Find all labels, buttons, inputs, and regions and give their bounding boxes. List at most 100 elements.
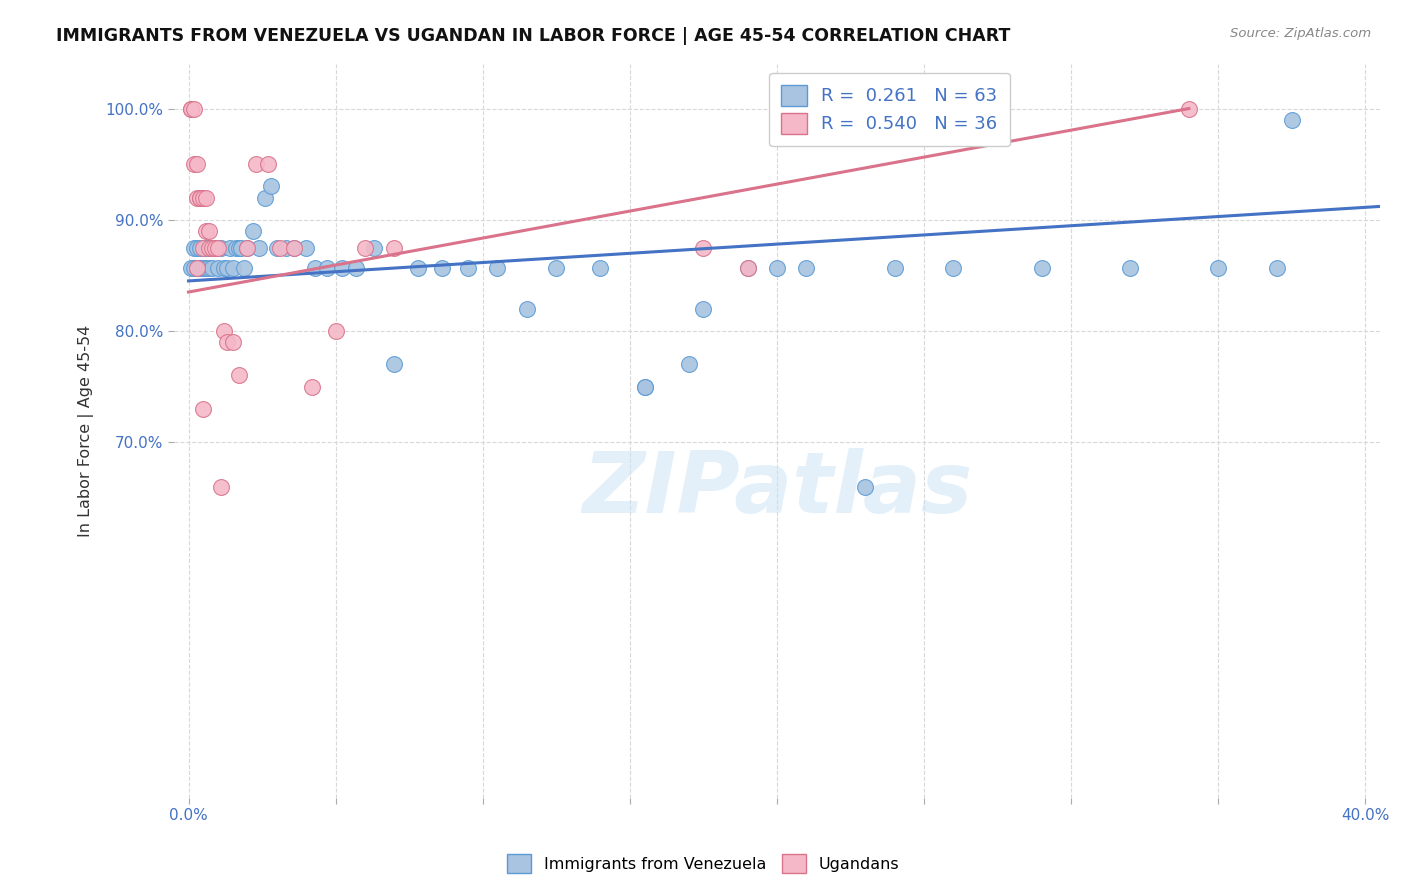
Point: [236, 241, 259, 255]
Point: [354, 241, 377, 255]
Point: [301, 379, 323, 393]
Point: [186, 241, 208, 255]
Point: [193, 241, 215, 255]
Point: [942, 260, 965, 275]
Point: [546, 260, 568, 275]
Point: [231, 241, 253, 255]
Legend: Immigrants from Venezuela, Ugandans: Immigrants from Venezuela, Ugandans: [501, 847, 905, 880]
Point: [188, 260, 211, 275]
Point: [201, 260, 224, 275]
Point: [274, 241, 297, 255]
Point: [304, 260, 326, 275]
Point: [218, 241, 240, 255]
Point: [193, 260, 215, 275]
Point: [180, 260, 202, 275]
Point: [183, 241, 205, 255]
Point: [295, 241, 318, 255]
Point: [253, 190, 276, 204]
Point: [198, 241, 221, 255]
Point: [344, 260, 367, 275]
Point: [260, 179, 283, 194]
Text: Source: ZipAtlas.com: Source: ZipAtlas.com: [1230, 27, 1371, 40]
Point: [633, 379, 655, 393]
Point: [266, 241, 288, 255]
Point: [1265, 260, 1288, 275]
Text: ZIPatlas: ZIPatlas: [582, 449, 972, 532]
Point: [186, 260, 208, 275]
Point: [180, 102, 202, 116]
Point: [201, 241, 224, 255]
Point: [193, 401, 215, 416]
Point: [215, 260, 238, 275]
Point: [209, 480, 232, 494]
Point: [242, 224, 264, 238]
Point: [363, 241, 385, 255]
Point: [186, 260, 208, 275]
Point: [1031, 260, 1053, 275]
Point: [406, 260, 429, 275]
Point: [195, 190, 218, 204]
Point: [283, 241, 305, 255]
Point: [325, 324, 347, 338]
Point: [188, 241, 211, 255]
Point: [215, 335, 238, 350]
Point: [486, 260, 509, 275]
Point: [183, 260, 205, 275]
Point: [193, 260, 215, 275]
Point: [207, 241, 229, 255]
Point: [198, 260, 221, 275]
Point: [195, 241, 218, 255]
Point: [212, 260, 235, 275]
Point: [269, 241, 291, 255]
Point: [212, 324, 235, 338]
Text: IMMIGRANTS FROM VENEZUELA VS UGANDAN IN LABOR FORCE | AGE 45-54 CORRELATION CHAR: IMMIGRANTS FROM VENEZUELA VS UGANDAN IN …: [56, 27, 1011, 45]
Point: [186, 157, 208, 171]
Point: [245, 157, 267, 171]
Point: [384, 241, 406, 255]
Point: [678, 357, 700, 371]
Point: [193, 190, 215, 204]
Point: [247, 241, 270, 255]
Point: [201, 241, 224, 255]
Point: [195, 224, 218, 238]
Point: [180, 102, 202, 116]
Point: [228, 368, 250, 383]
Point: [225, 241, 247, 255]
Point: [692, 241, 714, 255]
Point: [228, 241, 250, 255]
Point: [183, 157, 205, 171]
Point: [633, 379, 655, 393]
Point: [883, 260, 905, 275]
Point: [188, 190, 211, 204]
Point: [209, 241, 232, 255]
Point: [1206, 260, 1229, 275]
Point: [204, 241, 226, 255]
Point: [204, 241, 226, 255]
Point: [589, 260, 612, 275]
Point: [1281, 112, 1303, 127]
Legend: R =  0.261   N = 63, R =  0.540   N = 36: R = 0.261 N = 63, R = 0.540 N = 36: [769, 73, 1010, 146]
Point: [330, 260, 353, 275]
Point: [692, 301, 714, 316]
Point: [315, 260, 337, 275]
Point: [430, 260, 453, 275]
Point: [221, 335, 243, 350]
Point: [1119, 260, 1142, 275]
Point: [183, 102, 205, 116]
Y-axis label: In Labor Force | Age 45-54: In Labor Force | Age 45-54: [79, 325, 94, 537]
Point: [236, 241, 259, 255]
Point: [198, 224, 221, 238]
Point: [257, 157, 280, 171]
Point: [384, 357, 406, 371]
Point: [283, 241, 305, 255]
Point: [737, 260, 759, 275]
Point: [796, 260, 818, 275]
Point: [853, 480, 876, 494]
Point: [186, 190, 208, 204]
Point: [737, 260, 759, 275]
Point: [233, 260, 256, 275]
Point: [195, 260, 218, 275]
Point: [516, 301, 538, 316]
Point: [766, 260, 789, 275]
Point: [207, 260, 229, 275]
